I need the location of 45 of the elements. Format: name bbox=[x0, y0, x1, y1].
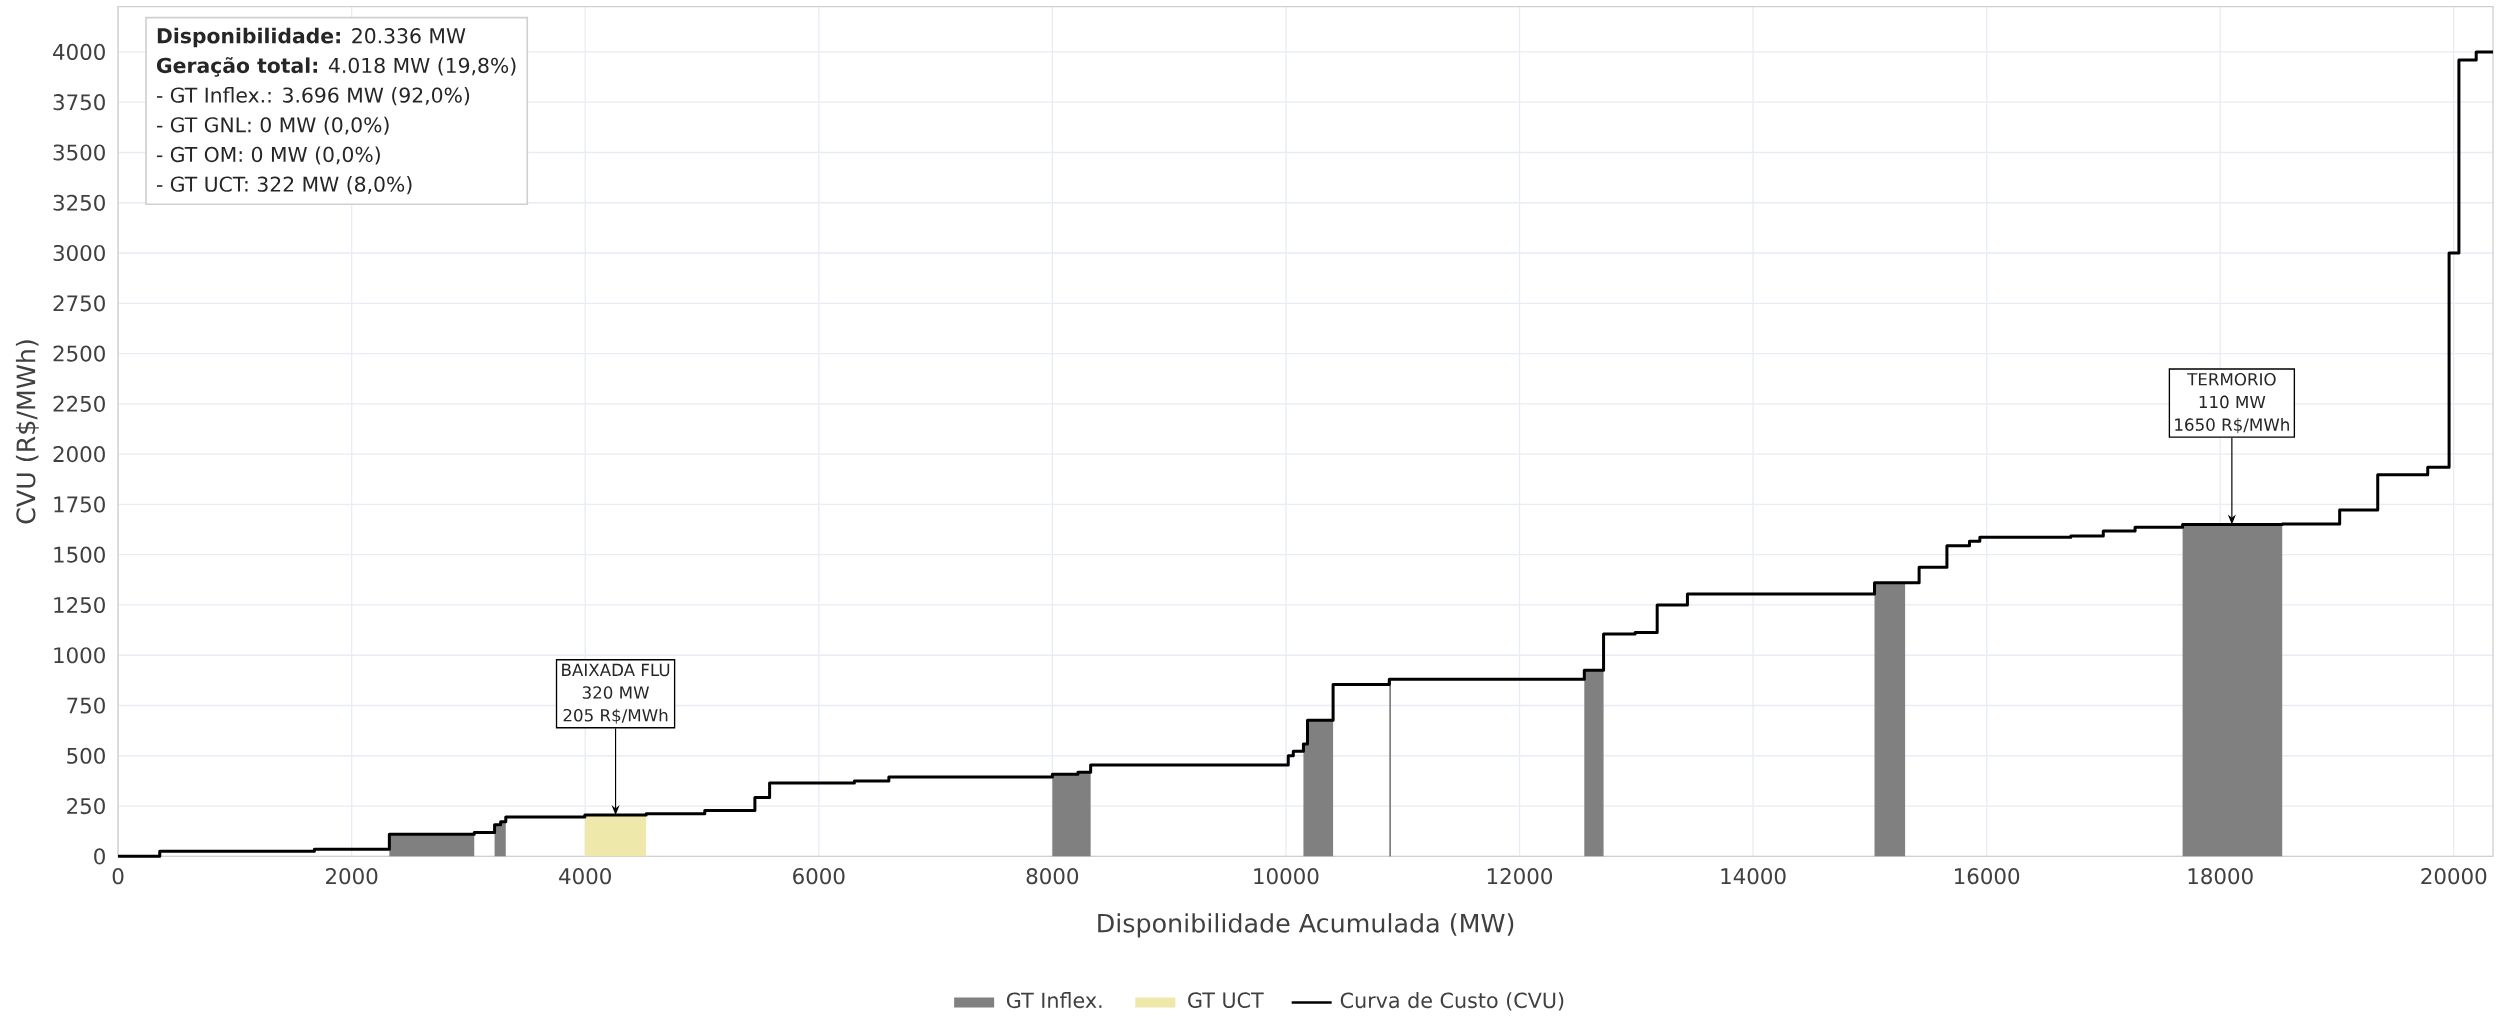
x-tick-label: 18000 bbox=[2188, 868, 2253, 885]
y-tick-label: 3250 bbox=[53, 194, 105, 211]
x-tick-label: 12000 bbox=[1487, 868, 1553, 885]
annotation: - GT Inflex.: 3.696 MW (92,0%) bbox=[156, 87, 470, 106]
y-tick-label: 1250 bbox=[54, 596, 105, 613]
legend-label: GT UCT bbox=[1188, 992, 1264, 1008]
x-axis-title: Disponibilidade Acumulada (MW) bbox=[1098, 913, 1514, 938]
annotation: - GT OM: 0 MW (0,0%) bbox=[156, 146, 380, 165]
x-tick-label: 6000 bbox=[793, 868, 845, 885]
legend-label: GT Inflex. bbox=[1006, 992, 1102, 1009]
x-tick-label: 2000 bbox=[326, 868, 378, 885]
annotation: 110 MW bbox=[2199, 395, 2266, 409]
y-tick-label: 3000 bbox=[53, 244, 105, 262]
annotation: Geração total: 4.018 MW (19,8%) bbox=[156, 57, 516, 77]
x-tick-label: 20000 bbox=[2421, 868, 2487, 885]
y-tick-label: 2000 bbox=[53, 446, 105, 463]
y-tick-label: 1500 bbox=[54, 546, 105, 563]
x-tick-label: 8000 bbox=[1026, 868, 1079, 885]
y-tick-label: 4000 bbox=[53, 43, 105, 60]
annotation: - GT UCT: 322 MW (8,0%) bbox=[156, 176, 412, 195]
annotation: BAIXADA FLU bbox=[562, 663, 670, 677]
legend-label: Curva de Custo (CVU) bbox=[1340, 992, 1564, 1011]
annotation: 1650 R$/MWh bbox=[2175, 418, 2289, 434]
y-tick-label: 750 bbox=[67, 697, 105, 714]
y-tick-label: 1000 bbox=[54, 647, 105, 664]
x-tick-label: 4000 bbox=[559, 868, 611, 885]
annotation: Disponibilidade: 20.336 MW bbox=[157, 27, 466, 48]
y-tick-label: 3500 bbox=[53, 144, 105, 161]
annotation: - GT GNL: 0 MW (0,0%) bbox=[156, 116, 389, 135]
y-tick-label: 3750 bbox=[53, 94, 105, 111]
x-tick-label: 10000 bbox=[1254, 868, 1319, 885]
x-tick-label: 0 bbox=[112, 868, 124, 885]
annotation: TERMORIO bbox=[2187, 372, 2276, 386]
y-tick-label: 250 bbox=[67, 797, 105, 815]
y-tick-label: 2750 bbox=[53, 295, 105, 312]
y-tick-label: 1750 bbox=[54, 496, 105, 513]
y-tick-label: 2500 bbox=[53, 345, 105, 362]
y-tick-label: 2250 bbox=[53, 395, 105, 412]
annotation: 320 MW bbox=[582, 686, 649, 699]
y-tick-label: 500 bbox=[67, 747, 105, 764]
x-tick-label: 16000 bbox=[1955, 868, 2020, 885]
annotation: 205 R$/MWh bbox=[563, 708, 668, 724]
x-tick-label: 14000 bbox=[1721, 868, 1786, 885]
y-axis-title: CVU (R$/MWh) bbox=[15, 340, 39, 524]
y-tick-label: 0 bbox=[94, 848, 105, 865]
